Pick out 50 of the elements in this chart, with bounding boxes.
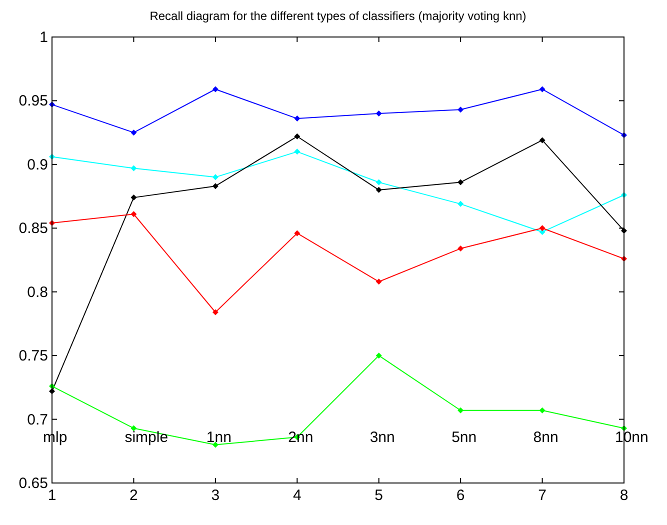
y-tick-label: 0.7 bbox=[27, 411, 48, 428]
chart-title: Recall diagram for the different types of classifiers (majority voting knn) bbox=[150, 9, 526, 23]
annotation: 5nn bbox=[452, 429, 477, 446]
point bbox=[130, 211, 137, 218]
point bbox=[376, 186, 382, 193]
point bbox=[458, 106, 464, 113]
y-tick-label: 1 bbox=[40, 29, 48, 46]
point bbox=[130, 130, 137, 136]
point bbox=[212, 86, 218, 92]
point bbox=[376, 110, 382, 116]
point bbox=[212, 309, 218, 316]
point bbox=[376, 352, 382, 359]
point bbox=[539, 137, 546, 144]
point bbox=[294, 116, 300, 122]
y-tick-label: 0.85 bbox=[18, 220, 48, 238]
annotation: simple bbox=[124, 429, 168, 446]
y-tick-label: 0.65 bbox=[18, 475, 48, 492]
point bbox=[539, 225, 546, 232]
point bbox=[130, 425, 137, 432]
point bbox=[376, 179, 382, 186]
point bbox=[212, 442, 218, 448]
x-tick-label: 3 bbox=[211, 487, 220, 504]
point bbox=[376, 278, 382, 285]
point bbox=[458, 246, 464, 252]
annotation: 1nn bbox=[206, 429, 232, 446]
y-tick-label: 0.95 bbox=[18, 92, 48, 110]
point bbox=[130, 194, 137, 201]
point bbox=[458, 407, 464, 414]
x-tick-label: 2 bbox=[130, 487, 138, 504]
point bbox=[458, 200, 464, 207]
x-tick-label: 5 bbox=[374, 487, 384, 504]
y-tick-label: 0.75 bbox=[18, 348, 48, 365]
point bbox=[539, 86, 546, 92]
point bbox=[294, 230, 300, 236]
annotation: 2nn bbox=[288, 429, 314, 446]
point bbox=[294, 133, 300, 140]
point bbox=[539, 407, 546, 414]
x-tick-label: 6 bbox=[456, 487, 465, 504]
x-tick-label: 7 bbox=[538, 487, 546, 504]
x-tick-label: 8 bbox=[620, 487, 628, 504]
annotation: 3nn bbox=[370, 429, 395, 446]
point bbox=[130, 165, 137, 172]
point bbox=[212, 174, 218, 180]
point bbox=[458, 179, 464, 186]
y-tick-label: 0.8 bbox=[27, 284, 48, 301]
annotation: 8nn bbox=[533, 429, 558, 446]
y-tick-label: 0.9 bbox=[27, 156, 48, 174]
x-tick-label: 4 bbox=[292, 487, 302, 504]
point bbox=[294, 148, 300, 155]
point bbox=[212, 183, 218, 190]
